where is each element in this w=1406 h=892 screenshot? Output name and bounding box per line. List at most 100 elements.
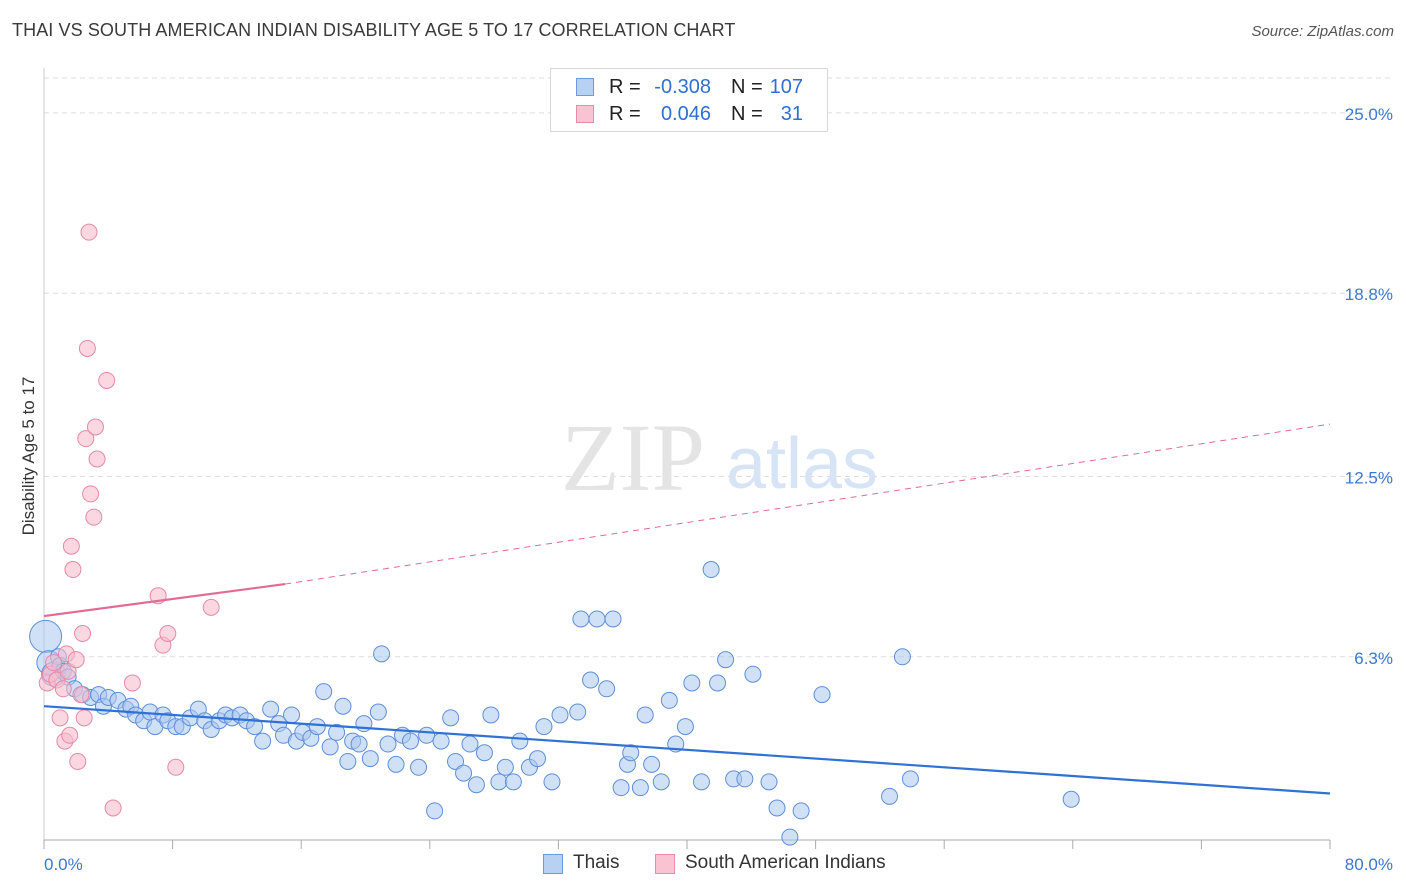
south-american-indians-point (167, 758, 185, 776)
thais-point (402, 732, 420, 750)
south-american-indians-point (202, 598, 220, 616)
legend-r-value: -0.308 (654, 76, 711, 98)
thais-point (482, 706, 500, 724)
thais-point (315, 683, 333, 701)
legend-n-label: N = (731, 103, 763, 125)
thais-point (631, 779, 649, 797)
thais-point (760, 773, 778, 791)
thais-point (246, 718, 264, 736)
south-american-indians-trend-extension (285, 423, 1331, 585)
south-american-indians-point (61, 726, 79, 744)
trend-lines (43, 423, 1331, 795)
thais-point (768, 799, 786, 817)
thais-point (683, 674, 701, 692)
thais-point (475, 744, 493, 762)
thais-point (660, 691, 678, 709)
legend-n-label: N = (731, 76, 763, 98)
thais-point (29, 619, 63, 653)
legend-n-value: 31 (780, 103, 803, 125)
thais-point (572, 610, 590, 628)
south-american-indians-point (104, 799, 122, 817)
y-axis-label: Disability Age 5 to 17 (19, 377, 38, 536)
thais-point (535, 718, 553, 736)
thais-point (692, 773, 710, 791)
south-american-indians-point (159, 625, 177, 643)
legend-row-thais: R = -0.308 N = 107 (551, 73, 827, 101)
thais-point (467, 776, 485, 794)
axes (43, 68, 1331, 849)
thais-point (813, 686, 831, 704)
thais-point (717, 651, 735, 669)
legend-r-label: R = (609, 103, 641, 125)
chart-title: THAI VS SOUTH AMERICAN INDIAN DISABILITY… (12, 20, 736, 40)
thais-point (339, 752, 357, 770)
thais-point (569, 703, 587, 721)
south-american-indians-point (88, 450, 106, 468)
thais-point (379, 735, 397, 753)
thais-point (901, 770, 919, 788)
thais-point (881, 787, 899, 805)
south-american-indians-point (123, 674, 141, 692)
watermark-atlas: atlas (726, 424, 878, 504)
series-label-thais: Thais (573, 852, 620, 873)
south-american-indians-point (86, 418, 104, 436)
x-tick-label-max: 80.0% (1345, 855, 1393, 874)
legend-swatch-thais (576, 78, 594, 96)
y-tick-label: 12.5% (1345, 468, 1393, 487)
thais-point (504, 773, 522, 791)
south-american-indians-point (62, 537, 80, 555)
watermark-zip: ZIP (561, 404, 705, 511)
series-swatch-thais (543, 854, 563, 874)
thais-point (262, 700, 280, 718)
legend-row-south-american-indians: R = 0.046 N = 31 (551, 100, 827, 128)
thais-point (792, 802, 810, 820)
thais-point (636, 706, 654, 724)
thais-point (598, 680, 616, 698)
thais-point (410, 758, 428, 776)
thais-point (328, 723, 346, 741)
thais-point (604, 610, 622, 628)
thais-point (455, 764, 473, 782)
thais-point (622, 744, 640, 762)
thais-trend-line (43, 705, 1331, 795)
thais-point (543, 773, 561, 791)
thais-point (387, 755, 405, 773)
south-american-indians-point (69, 752, 87, 770)
south-american-indians-point (67, 651, 85, 669)
legend-swatch-south-american-indians (576, 105, 594, 123)
thais-point (496, 758, 514, 776)
thais-point (461, 735, 479, 753)
south-american-indians-point (80, 223, 98, 241)
thais-point (283, 706, 301, 724)
thais-point (551, 706, 569, 724)
thais-point (781, 828, 799, 846)
thais-point (1062, 790, 1080, 808)
thais-point (709, 674, 727, 692)
south-american-indians-point (64, 561, 82, 579)
south-american-indians-point (72, 686, 90, 704)
thais-point (612, 779, 630, 797)
south-american-indians-point (82, 485, 100, 503)
south-american-indians-point (59, 662, 77, 680)
legend-r-value: 0.046 (660, 103, 711, 125)
south-american-indians-point (74, 625, 92, 643)
y-tick-label: 6.3% (1354, 649, 1393, 668)
series-swatch-south-american-indians (655, 854, 675, 874)
south-american-indians-point (77, 430, 95, 448)
watermark: ZIP atlas (561, 404, 878, 511)
thais-point (529, 750, 547, 768)
thais-point (442, 709, 460, 727)
y-tick-label: 18.8% (1345, 285, 1393, 304)
thais-point (893, 648, 911, 666)
thais-point (254, 732, 272, 750)
legend-r-label: R = (609, 76, 641, 98)
thais-point (511, 732, 529, 750)
thais-point (652, 773, 670, 791)
source-credit: Source: ZipAtlas.com (1251, 23, 1394, 40)
south-american-indians-point (78, 339, 96, 357)
south-american-indians-point (98, 371, 116, 389)
y-tick-label: 25.0% (1345, 105, 1393, 124)
data-points (29, 223, 1080, 846)
thais-point (432, 732, 450, 750)
